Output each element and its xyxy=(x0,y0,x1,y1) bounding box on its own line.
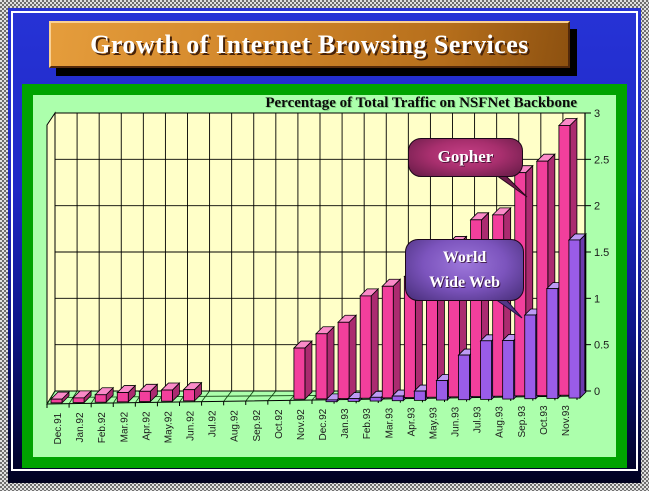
bar-gopher-Jan.93 xyxy=(337,321,350,399)
floor-gridline xyxy=(245,390,255,402)
bar-gopher-Dec.92-side xyxy=(326,325,335,400)
x-axis-label: Jun.93 xyxy=(451,406,462,436)
x-axis-label: Feb.92 xyxy=(97,412,108,444)
bar-gopher-Apr.92 xyxy=(138,390,151,402)
y-axis-label: 1.5 xyxy=(594,247,609,259)
x-axis-label: Sep.93 xyxy=(517,405,528,437)
bar-gopher-Feb.93 xyxy=(359,295,372,399)
chart-title: Percentage of Total Traffic on NSFNet Ba… xyxy=(265,95,577,111)
x-axis-label: Dec.92 xyxy=(318,408,329,440)
bar-www-May.93 xyxy=(436,380,448,401)
bar-www-Jun.93 xyxy=(458,354,470,401)
bar-gopher-Nov.92 xyxy=(293,347,306,400)
x-axis-label: Oct.92 xyxy=(274,409,285,439)
x-axis-label: Jul.92 xyxy=(208,410,219,437)
bar-gopher-May.92 xyxy=(161,389,173,402)
x-axis-label: Oct.93 xyxy=(539,405,550,435)
bar-www-Feb.93 xyxy=(369,396,382,402)
bar-www-Oct.93 xyxy=(546,288,559,399)
x-axis-label: Aug.92 xyxy=(230,410,241,442)
bar-gopher-Oct.93 xyxy=(536,160,549,396)
x-axis-label: Jan.93 xyxy=(340,408,351,438)
bar-www-Mar.93 xyxy=(391,395,404,402)
bar-www-Jul.93 xyxy=(480,340,492,400)
x-axis-label: Apr.92 xyxy=(141,411,152,440)
bar-gopher-Jan.92 xyxy=(72,397,85,403)
bar-gopher-Nov.92-side xyxy=(304,340,313,401)
floor-gridline xyxy=(46,390,56,405)
bar-www-Dec.92 xyxy=(325,399,338,403)
y-axis-label: 3 xyxy=(594,108,600,120)
x-axis-label: May.92 xyxy=(163,411,174,443)
bar-www-Nov.93 xyxy=(568,239,581,399)
bar-gopher-Jan.93-side xyxy=(348,314,357,400)
x-axis-label: Apr.93 xyxy=(406,407,417,436)
x-axis-label: Nov.92 xyxy=(296,409,307,440)
bar-www-Sep.93 xyxy=(524,314,537,400)
bar-gopher-Jul.93 xyxy=(470,219,482,397)
bar-www-Aug.93 xyxy=(502,340,515,400)
floor-gridline xyxy=(201,390,210,402)
bar-www-Apr.93 xyxy=(413,390,426,401)
bar-gopher-Mar.92 xyxy=(116,392,129,403)
gopher-series-label: Gopher xyxy=(437,147,494,166)
y-axis-label: 2 xyxy=(594,201,600,213)
bar-gopher-Mar.93 xyxy=(381,285,394,399)
floor-gridline xyxy=(223,390,232,402)
bar-gopher-Jun.92 xyxy=(183,389,195,402)
x-axis-label: May.93 xyxy=(428,407,439,439)
www-series-label-line2: Wide Web xyxy=(429,274,500,291)
x-axis-label: Feb.93 xyxy=(362,408,373,440)
x-axis-label: Mar.92 xyxy=(119,411,130,442)
x-axis-label: Jul.93 xyxy=(473,406,484,433)
page-title: Growth of Internet Browsing Services xyxy=(90,29,529,59)
x-axis-label: Nov.93 xyxy=(561,405,572,436)
legend-callout-www: World Wide Web xyxy=(405,239,524,301)
x-axis-label: Sep.92 xyxy=(252,409,263,441)
title-banner: Growth of Internet Browsing Services xyxy=(49,21,570,68)
y-axis-label: 2.5 xyxy=(594,154,609,166)
bar-gopher-Dec.92 xyxy=(315,333,328,400)
bar-gopher-Feb.92 xyxy=(94,394,107,403)
plot-left-wall xyxy=(46,111,56,406)
bar-gopher-Nov.93 xyxy=(558,125,571,396)
x-axis-label: Jun.92 xyxy=(186,410,197,440)
legend-callout-gopher: Gopher xyxy=(408,138,523,177)
bar-gopher-Mar.93-side xyxy=(392,278,401,399)
x-axis-label: Mar.93 xyxy=(384,407,395,438)
chart-plot: 0 0.5 1 1.5 2 2.5 3 Dec.91 Jan.92 Feb.92 Mar.92 Apr… xyxy=(46,108,609,444)
y-axis-label: 1 xyxy=(594,293,600,305)
floor-gridline xyxy=(267,390,277,401)
y-axis-label: 0.5 xyxy=(594,340,609,352)
bar-gopher-Dec.91 xyxy=(50,398,63,404)
x-axis-label: Dec.91 xyxy=(53,412,64,444)
bar-www-Jan.93 xyxy=(347,398,360,402)
x-axis-label: Jan.92 xyxy=(75,412,86,442)
bar-gopher-Feb.93-side xyxy=(370,287,379,400)
x-axis-label: Aug.93 xyxy=(495,406,506,438)
y-axis-label: 0 xyxy=(594,386,600,398)
www-series-label-line1: World xyxy=(442,249,487,266)
